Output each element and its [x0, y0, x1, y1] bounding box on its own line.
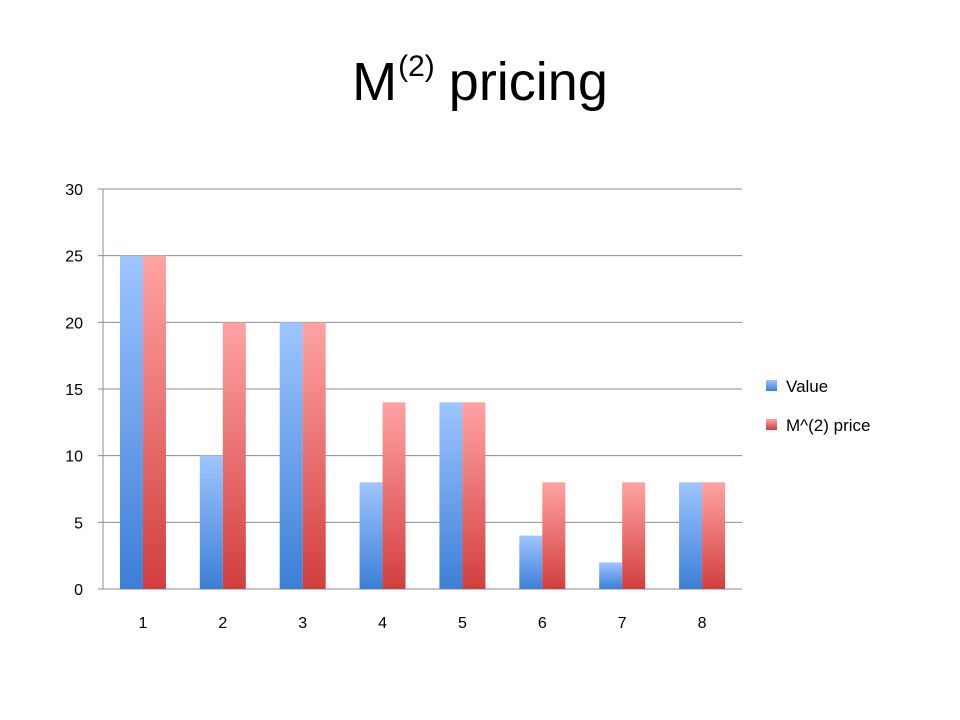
axes — [98, 188, 104, 590]
bar-value-3 — [279, 322, 303, 589]
x-tick-label: 5 — [458, 615, 467, 632]
bar-price-6 — [542, 482, 566, 589]
bar-price-1 — [142, 255, 166, 589]
title-suffix: pricing — [448, 52, 608, 112]
y-tick-label: 20 — [65, 315, 83, 332]
title-main: M — [352, 52, 398, 112]
legend-label: Value — [786, 377, 828, 396]
legend-swatch — [766, 419, 777, 430]
title-superscript: (2) — [398, 50, 435, 83]
x-tick-label: 6 — [538, 615, 547, 632]
y-tick-label: 5 — [74, 515, 83, 532]
y-tick-label: 10 — [65, 449, 83, 466]
y-tick-label: 15 — [65, 382, 83, 399]
x-tick-label: 1 — [138, 615, 147, 632]
bar-price-4 — [382, 402, 406, 589]
bar-value-1 — [119, 255, 143, 589]
x-tick-label: 4 — [378, 615, 387, 632]
legend-label: M^(2) price — [786, 416, 871, 435]
bar-price-8 — [702, 482, 726, 589]
bar-price-5 — [462, 402, 486, 589]
x-tick-label: 3 — [298, 615, 307, 632]
bar-price-2 — [222, 322, 246, 589]
x-tick-label: 2 — [218, 615, 227, 632]
bar-value-8 — [679, 482, 703, 589]
bar-value-5 — [439, 402, 463, 589]
chart-title: M(2) pricing — [0, 50, 960, 112]
gridlines — [103, 188, 742, 590]
y-tick-label: 25 — [65, 249, 83, 266]
bar-value-2 — [199, 455, 223, 589]
legend-swatch — [766, 380, 777, 391]
bar-price-7 — [622, 482, 646, 589]
bar-value-4 — [359, 482, 383, 589]
legend: Value M^(2) price — [766, 377, 871, 435]
y-tick-label: 30 — [65, 182, 83, 199]
bar-price-3 — [302, 322, 326, 589]
x-tick-label: 8 — [698, 615, 707, 632]
x-tick-label: 7 — [618, 615, 627, 632]
y-tick-label: 0 — [74, 582, 83, 599]
tick-labels: 0 5 10 15 20 25 30 1 2 3 4 5 6 7 8 — [65, 182, 706, 632]
bar-value-7 — [599, 562, 623, 589]
bar-value-6 — [519, 535, 543, 589]
bars — [119, 255, 726, 589]
